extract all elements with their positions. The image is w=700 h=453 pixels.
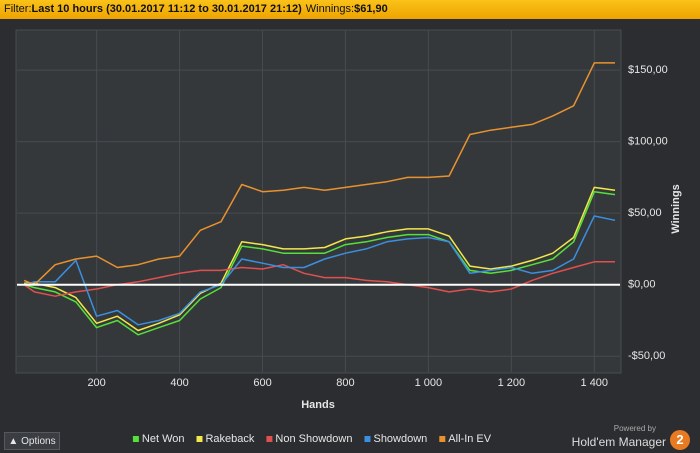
y-axis-label: Winnings <box>670 184 682 233</box>
legend-label: All-In EV <box>448 433 491 445</box>
chart: Hands Winnings 200 400 600 800 1 000 1 200 1 4… <box>15 29 682 445</box>
winnings-label: Winnings: <box>305 3 355 15</box>
x-tick-label: 800 <box>336 377 354 389</box>
legend-swatch <box>266 436 273 442</box>
legend-swatch <box>132 436 139 442</box>
legend-swatch <box>439 436 446 442</box>
x-tick-label: 400 <box>170 377 188 389</box>
x-tick-label: 600 <box>253 377 271 389</box>
brand-name: Hold'em Manager <box>571 435 666 449</box>
x-tick-label: 1 400 <box>581 377 609 389</box>
series-line <box>23 190 616 336</box>
filter-label: Filter: <box>4 3 32 15</box>
y-tick-label: $100,00 <box>628 136 668 148</box>
options-button[interactable]: ▲ Options <box>4 432 60 450</box>
legend-swatch <box>364 436 371 442</box>
filter-bar: Filter:Last 10 hours (30.01.2017 11:12 t… <box>0 0 700 19</box>
powered-by: Powered by <box>613 424 656 433</box>
y-tick-label: $50,00 <box>628 207 662 219</box>
plot-area <box>15 29 622 374</box>
y-tick-label: -$50,00 <box>628 350 665 362</box>
series-line <box>23 62 615 286</box>
options-label: Options <box>21 436 56 447</box>
legend-label: Net Won <box>142 433 185 445</box>
y-tick-label: $150,00 <box>628 64 668 76</box>
y-tick-label: $0,00 <box>628 279 656 291</box>
legend-label: Showdown <box>373 433 427 445</box>
winnings-value: $61,90 <box>354 3 388 15</box>
x-tick-label: 1 000 <box>415 377 443 389</box>
x-tick-label: 200 <box>87 377 105 389</box>
legend-label: Rakeback <box>205 433 254 445</box>
legend-label: Non Showdown <box>275 433 352 445</box>
filter-value: Last 10 hours (30.01.2017 11:12 to 30.01… <box>31 3 302 15</box>
brand-version: 2 <box>670 430 690 450</box>
series-line <box>24 186 616 332</box>
x-tick-label: 1 200 <box>498 377 526 389</box>
brand: Powered by Hold'em Manager 2 <box>554 422 694 452</box>
series-line <box>23 215 616 326</box>
legend-swatch <box>196 436 203 442</box>
x-axis-label: Hands <box>301 399 335 411</box>
legend: Net Won Rakeback Non Showdown Showdown All-I… <box>132 433 492 445</box>
